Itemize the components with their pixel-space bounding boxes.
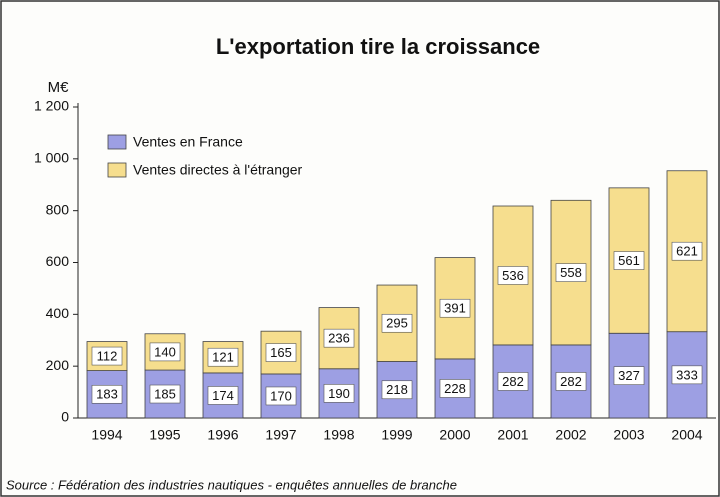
y-axis-label: M€ (48, 79, 69, 96)
value-label: 112 (97, 348, 118, 363)
x-tick-label: 2002 (555, 427, 586, 443)
value-label: 183 (96, 387, 118, 402)
value-label-box (265, 343, 297, 362)
value-label: 561 (618, 253, 640, 268)
value-label: 121 (212, 350, 234, 365)
value-label-box (91, 384, 123, 404)
y-tick-label: 600 (46, 253, 70, 269)
y-tick-label: 400 (46, 305, 70, 321)
value-label-box (381, 313, 413, 333)
value-label: 327 (618, 368, 640, 383)
x-tick-label: 1999 (381, 427, 412, 443)
value-label: 165 (270, 345, 292, 360)
x-tick-label: 2001 (497, 427, 528, 443)
y-tick-label: 1 000 (34, 150, 69, 166)
value-label-box (439, 379, 471, 398)
y-tick-label: 0 (61, 409, 69, 425)
legend-swatch (107, 162, 127, 178)
legend-label: Ventes en France (133, 134, 243, 150)
value-label-box (555, 263, 587, 282)
value-label: 218 (386, 382, 408, 397)
value-label: 333 (676, 367, 698, 382)
value-label: 621 (676, 244, 698, 259)
value-label-box (671, 241, 703, 261)
value-label-box (323, 384, 355, 403)
value-label: 140 (154, 344, 176, 359)
x-tick-label: 2003 (613, 427, 644, 443)
value-label: 236 (328, 331, 350, 346)
value-label: 282 (502, 374, 524, 389)
value-label-box (265, 386, 297, 406)
value-label: 295 (386, 316, 408, 331)
value-label-box (149, 384, 181, 404)
value-label-box (613, 366, 645, 385)
value-label: 558 (560, 265, 582, 280)
value-label-box (613, 251, 645, 270)
value-label-box (439, 298, 471, 318)
value-label-box (497, 266, 529, 285)
value-label-box (207, 347, 239, 367)
y-tick-label: 800 (46, 201, 70, 217)
value-label-box (91, 346, 123, 366)
value-label-box (671, 365, 703, 385)
source: Source : Fédération des industries nauti… (6, 477, 457, 492)
value-label: 170 (270, 388, 292, 403)
x-tick-label: 2004 (671, 427, 702, 443)
value-label: 228 (444, 381, 466, 396)
chart-title: L'exportation tire la croissance (216, 34, 540, 59)
x-tick-label: 1994 (91, 427, 122, 443)
y-tick-label: 200 (46, 357, 70, 373)
value-label: 282 (560, 374, 582, 389)
value-label-box (323, 328, 355, 348)
x-tick-label: 1998 (323, 427, 354, 443)
y-tick-label: 1 200 (34, 98, 69, 114)
legend-label: Ventes directes à l'étranger (133, 162, 303, 178)
value-label: 190 (328, 386, 350, 401)
value-label-box (497, 372, 529, 391)
value-label-box (207, 386, 239, 405)
value-label-box (555, 372, 587, 391)
value-label: 536 (502, 268, 524, 283)
value-label: 174 (212, 388, 234, 403)
value-label-box (381, 380, 413, 400)
x-tick-label: 2000 (439, 427, 470, 443)
legend-swatch (107, 134, 127, 150)
value-label-box (149, 342, 181, 362)
x-tick-label: 1997 (265, 427, 296, 443)
value-label: 391 (444, 301, 466, 316)
x-tick-label: 1995 (149, 427, 180, 443)
x-tick-label: 1996 (207, 427, 238, 443)
value-label: 185 (154, 386, 176, 401)
